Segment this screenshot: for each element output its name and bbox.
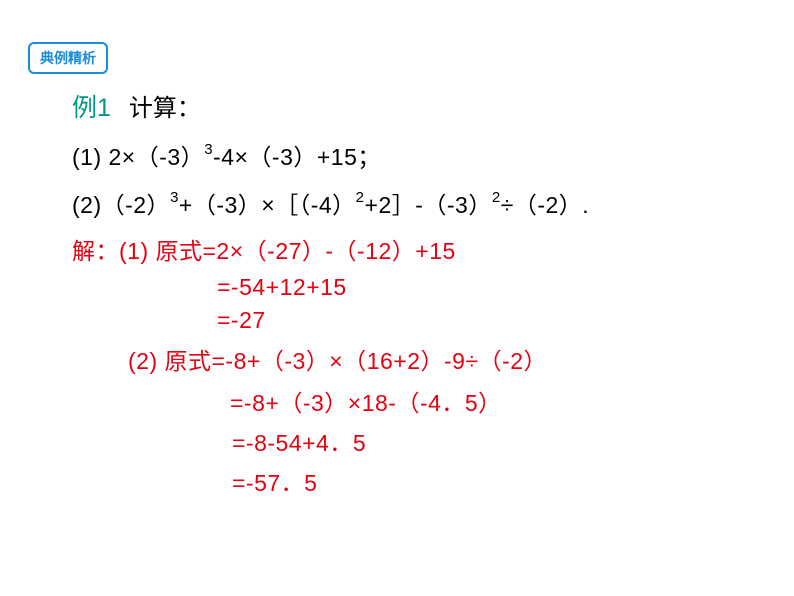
- section-badge: 典例精析: [28, 42, 108, 74]
- p2-exp3: 2: [492, 189, 501, 206]
- p1-prefix: (1) 2×（-3）: [72, 144, 204, 170]
- content-area: 例1计算： (1) 2×（-3）3-4×（-3）+15； (2)（-2）3+（-…: [72, 90, 752, 498]
- p2-exp1: 3: [170, 189, 179, 206]
- example-label: 例1: [72, 94, 111, 122]
- solution-1-line-2: =-54+12+15: [217, 274, 752, 301]
- solution-2-line-1: (2) 原式=-8+（-3）×（16+2）-9÷（-2）: [128, 342, 752, 376]
- p2-mid1: +（-3）×［（-4）: [179, 192, 356, 218]
- example-prompt: 计算：: [129, 95, 201, 122]
- example-header: 例1 计算：: [72, 90, 752, 128]
- problem-1: (1) 2×（-3）3-4×（-3）+15；: [72, 138, 752, 172]
- p2-mid2: +2］-（-3）: [365, 192, 492, 218]
- badge-label: 典例精析: [40, 50, 96, 66]
- problem-2: (2)（-2）3+（-3）×［（-4）2+2］-（-3）2÷（-2）.: [72, 186, 752, 220]
- solution-1-line-3: =-27: [217, 307, 752, 334]
- solution-1-line-1: 解：(1) 原式=2×（-27）-（-12）+15: [72, 232, 752, 266]
- solution-2-line-4: =-57．5: [232, 464, 752, 498]
- solution-2-line-3: =-8-54+4．5: [232, 424, 752, 458]
- solution-2-line-2: =-8+（-3）×18-（-4．5）: [230, 384, 752, 418]
- p2-prefix: (2)（-2）: [72, 192, 170, 218]
- p1-exp1: 3: [204, 141, 213, 158]
- p1-mid: -4×（-3）+15；: [213, 144, 381, 170]
- p2-exp2: 2: [356, 189, 365, 206]
- p2-end: ÷（-2）.: [501, 192, 589, 218]
